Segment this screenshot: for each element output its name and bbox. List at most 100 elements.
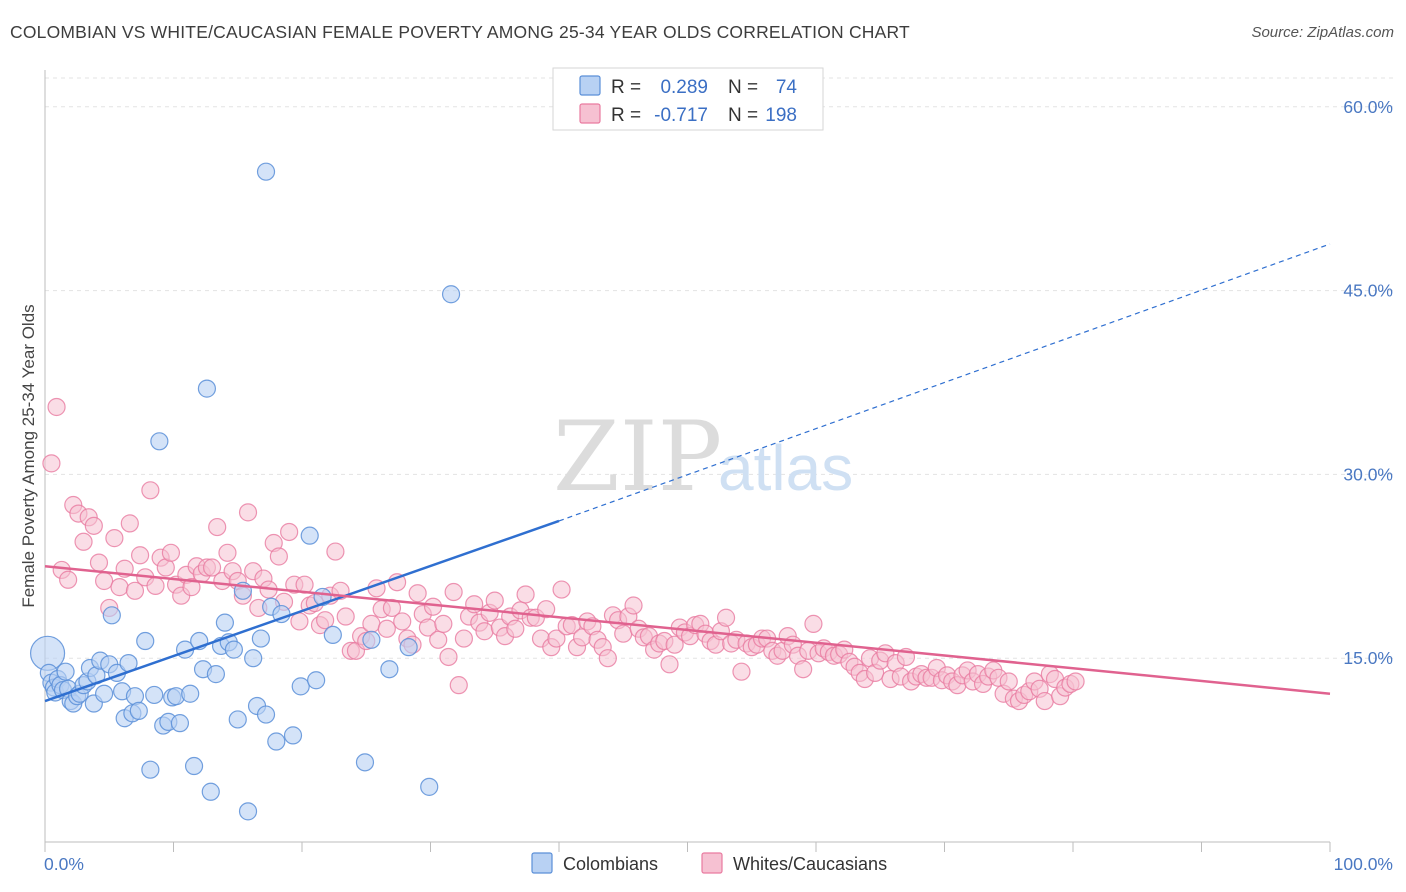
whites-point-199 bbox=[1066, 672, 1085, 691]
whites-point-48 bbox=[290, 612, 309, 631]
whites-point-146 bbox=[794, 660, 813, 679]
colombians-point-33 bbox=[150, 432, 169, 451]
colombians-point-66 bbox=[323, 625, 342, 645]
bottom-legend-swatch-colombians bbox=[531, 852, 553, 874]
whites-point-19 bbox=[141, 481, 160, 500]
legend-r-label-0: R = bbox=[611, 77, 641, 98]
whites-point-44 bbox=[269, 547, 288, 566]
whites-point-120 bbox=[660, 655, 679, 674]
whites-point-99 bbox=[552, 580, 571, 599]
y-tick-label-1: 30.0% bbox=[1343, 464, 1393, 484]
whites-point-17 bbox=[130, 546, 150, 565]
whites-point-16 bbox=[125, 581, 145, 600]
whites-caucasians-points bbox=[42, 397, 1085, 711]
colombians-point-71 bbox=[362, 630, 381, 649]
whites-point-108 bbox=[598, 649, 617, 668]
whites-point-31 bbox=[202, 558, 222, 577]
colombians-point-41 bbox=[184, 756, 204, 776]
bottom-legend-whites: Whites/Caucasians bbox=[733, 854, 887, 874]
whites-point-68 bbox=[393, 612, 412, 631]
whites-point-57 bbox=[336, 607, 355, 626]
y-axis-title: Female Poverty Among 25-34 Year Olds bbox=[19, 304, 38, 607]
whites-point-12 bbox=[105, 529, 124, 548]
y-tick-labels: 15.0% 30.0% 45.0% 60.0% bbox=[1343, 97, 1393, 668]
colombians-point-8 bbox=[56, 662, 75, 681]
axes bbox=[44, 70, 1331, 852]
whites-point-98 bbox=[547, 629, 566, 648]
whites-point-111 bbox=[614, 624, 633, 643]
whites-point-10 bbox=[95, 571, 114, 591]
whites-point-27 bbox=[182, 578, 201, 597]
legend-r-label-1: R = bbox=[611, 105, 641, 126]
colombians-trend-line bbox=[44, 519, 560, 703]
whites-point-134 bbox=[732, 662, 751, 681]
legend-n-label-0: N = bbox=[728, 77, 758, 98]
whites-point-1 bbox=[47, 397, 66, 417]
colombians-point-38 bbox=[170, 714, 190, 733]
whites-point-13 bbox=[110, 578, 129, 597]
colombians-point-53 bbox=[238, 802, 258, 821]
whites-trend-line bbox=[44, 565, 1331, 695]
whites-point-20 bbox=[146, 576, 165, 595]
watermark-zip: ZIP bbox=[553, 401, 722, 513]
watermark-atlas: atlas bbox=[718, 432, 853, 504]
series-legend: Colombians Whites/Caucasians bbox=[531, 852, 887, 874]
colombians-point-44 bbox=[197, 379, 217, 398]
source-label: Source: ZipAtlas.com bbox=[1251, 24, 1394, 41]
colombians-point-50 bbox=[224, 640, 243, 659]
colombians-point-72 bbox=[380, 660, 399, 679]
whites-point-96 bbox=[537, 600, 556, 619]
colombians-point-48 bbox=[215, 613, 234, 632]
colombians-point-51 bbox=[228, 710, 247, 729]
colombians-trend-extension bbox=[558, 243, 1331, 522]
whites-point-84 bbox=[475, 622, 494, 641]
legend-n-value-0: 74 bbox=[776, 77, 798, 98]
whites-point-113 bbox=[624, 596, 643, 615]
colombians-point-62 bbox=[291, 677, 310, 696]
whites-point-78 bbox=[444, 582, 463, 602]
legend-n-label-1: N = bbox=[728, 105, 758, 126]
y-tick-label-3: 60.0% bbox=[1343, 97, 1393, 117]
colombians-point-63 bbox=[300, 526, 319, 545]
legend-r-value-0: 0.289 bbox=[660, 77, 708, 98]
y-tick-label-0: 15.0% bbox=[1343, 648, 1393, 668]
whites-point-86 bbox=[485, 591, 504, 610]
whites-point-23 bbox=[161, 543, 181, 562]
whites-point-186 bbox=[999, 672, 1018, 691]
whites-point-121 bbox=[665, 635, 684, 654]
legend-n-value-1: 198 bbox=[765, 105, 797, 126]
colombians-point-73 bbox=[399, 638, 418, 657]
whites-point-71 bbox=[408, 584, 427, 603]
whites-point-46 bbox=[280, 522, 299, 542]
whites-point-9 bbox=[89, 553, 109, 572]
colombians-point-57 bbox=[256, 705, 276, 724]
correlation-legend: R = 0.289 N = 74 R = -0.717 N = 198 bbox=[552, 67, 824, 131]
whites-point-65 bbox=[377, 619, 396, 638]
colombians-point-54 bbox=[244, 649, 263, 668]
colombians-point-67 bbox=[256, 162, 276, 181]
colombians-point-20 bbox=[95, 684, 114, 703]
whites-point-3 bbox=[59, 570, 78, 589]
colombians-point-32 bbox=[145, 685, 164, 705]
colombians-point-22 bbox=[102, 606, 121, 625]
whites-point-74 bbox=[423, 597, 443, 616]
whites-point-55 bbox=[326, 542, 345, 561]
x-tick-max: 100.0% bbox=[1334, 854, 1393, 874]
y-tick-label-2: 45.0% bbox=[1343, 281, 1393, 301]
legend-r-value-1: -0.717 bbox=[654, 105, 708, 126]
colombians-point-68 bbox=[441, 285, 461, 304]
colombians-point-29 bbox=[129, 701, 148, 720]
whites-point-34 bbox=[218, 543, 237, 562]
whites-point-6 bbox=[74, 532, 93, 551]
legend-swatch-blue bbox=[579, 75, 601, 96]
bottom-legend-swatch-whites bbox=[701, 852, 723, 874]
colombians-point-70 bbox=[420, 777, 439, 796]
colombians-point-56 bbox=[251, 629, 270, 648]
bottom-legend-colombians: Colombians bbox=[563, 854, 658, 874]
colombians-point-69 bbox=[355, 753, 375, 772]
colombians-point-30 bbox=[136, 631, 155, 651]
whites-point-0 bbox=[42, 454, 61, 473]
whites-point-131 bbox=[716, 608, 736, 627]
whites-point-75 bbox=[429, 630, 448, 649]
